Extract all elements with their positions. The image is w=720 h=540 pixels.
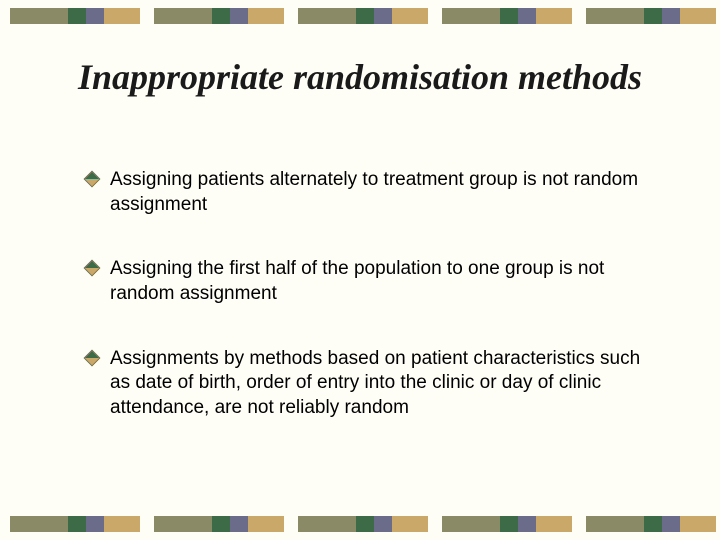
border-stripe bbox=[392, 8, 428, 24]
border-stripe bbox=[662, 516, 680, 532]
border-block bbox=[298, 516, 428, 532]
border-stripe bbox=[500, 516, 518, 532]
diamond-bullet-icon bbox=[84, 260, 101, 277]
border-stripe bbox=[298, 8, 356, 24]
border-stripe bbox=[536, 516, 572, 532]
border-stripe bbox=[680, 516, 716, 532]
border-stripe bbox=[500, 8, 518, 24]
bottom-border-band bbox=[0, 516, 720, 532]
border-stripe bbox=[586, 8, 644, 24]
bullet-text: Assignments by methods based on patient … bbox=[110, 348, 640, 418]
border-stripe bbox=[680, 8, 716, 24]
diamond-bullet-icon bbox=[84, 171, 101, 188]
border-stripe bbox=[392, 516, 428, 532]
border-stripe bbox=[518, 8, 536, 24]
border-stripe bbox=[442, 8, 500, 24]
border-stripe bbox=[356, 516, 374, 532]
border-stripe bbox=[230, 516, 248, 532]
border-stripe bbox=[644, 8, 662, 24]
border-stripe bbox=[518, 516, 536, 532]
border-stripe bbox=[104, 8, 140, 24]
border-stripe bbox=[586, 516, 644, 532]
top-border-band bbox=[0, 8, 720, 24]
border-stripe bbox=[86, 516, 104, 532]
border-stripe bbox=[248, 516, 284, 532]
border-stripe bbox=[154, 516, 212, 532]
border-block bbox=[10, 516, 140, 532]
border-block bbox=[442, 516, 572, 532]
bullet-item: Assigning the first half of the populati… bbox=[86, 257, 646, 306]
border-block bbox=[154, 516, 284, 532]
bullet-text: Assigning the first half of the populati… bbox=[110, 258, 604, 304]
border-stripe bbox=[230, 8, 248, 24]
slide-title: Inappropriate randomisation methods bbox=[0, 56, 720, 98]
border-block bbox=[442, 8, 572, 24]
border-stripe bbox=[86, 8, 104, 24]
border-block bbox=[586, 516, 716, 532]
border-block bbox=[298, 8, 428, 24]
border-block bbox=[586, 8, 716, 24]
border-stripe bbox=[104, 516, 140, 532]
border-stripe bbox=[68, 516, 86, 532]
bullet-item: Assigning patients alternately to treatm… bbox=[86, 168, 646, 217]
border-stripe bbox=[248, 8, 284, 24]
border-stripe bbox=[374, 516, 392, 532]
border-stripe bbox=[536, 8, 572, 24]
border-block bbox=[154, 8, 284, 24]
diamond-bullet-icon bbox=[84, 349, 101, 366]
bullet-text: Assigning patients alternately to treatm… bbox=[110, 169, 638, 215]
border-stripe bbox=[10, 516, 68, 532]
border-stripe bbox=[10, 8, 68, 24]
border-stripe bbox=[298, 516, 356, 532]
border-block bbox=[10, 8, 140, 24]
bullet-item: Assignments by methods based on patient … bbox=[86, 347, 646, 421]
bullet-list: Assigning patients alternately to treatm… bbox=[86, 168, 646, 461]
border-stripe bbox=[212, 516, 230, 532]
border-stripe bbox=[212, 8, 230, 24]
border-stripe bbox=[154, 8, 212, 24]
border-stripe bbox=[374, 8, 392, 24]
border-stripe bbox=[644, 516, 662, 532]
border-stripe bbox=[68, 8, 86, 24]
border-stripe bbox=[662, 8, 680, 24]
border-stripe bbox=[356, 8, 374, 24]
border-stripe bbox=[442, 516, 500, 532]
